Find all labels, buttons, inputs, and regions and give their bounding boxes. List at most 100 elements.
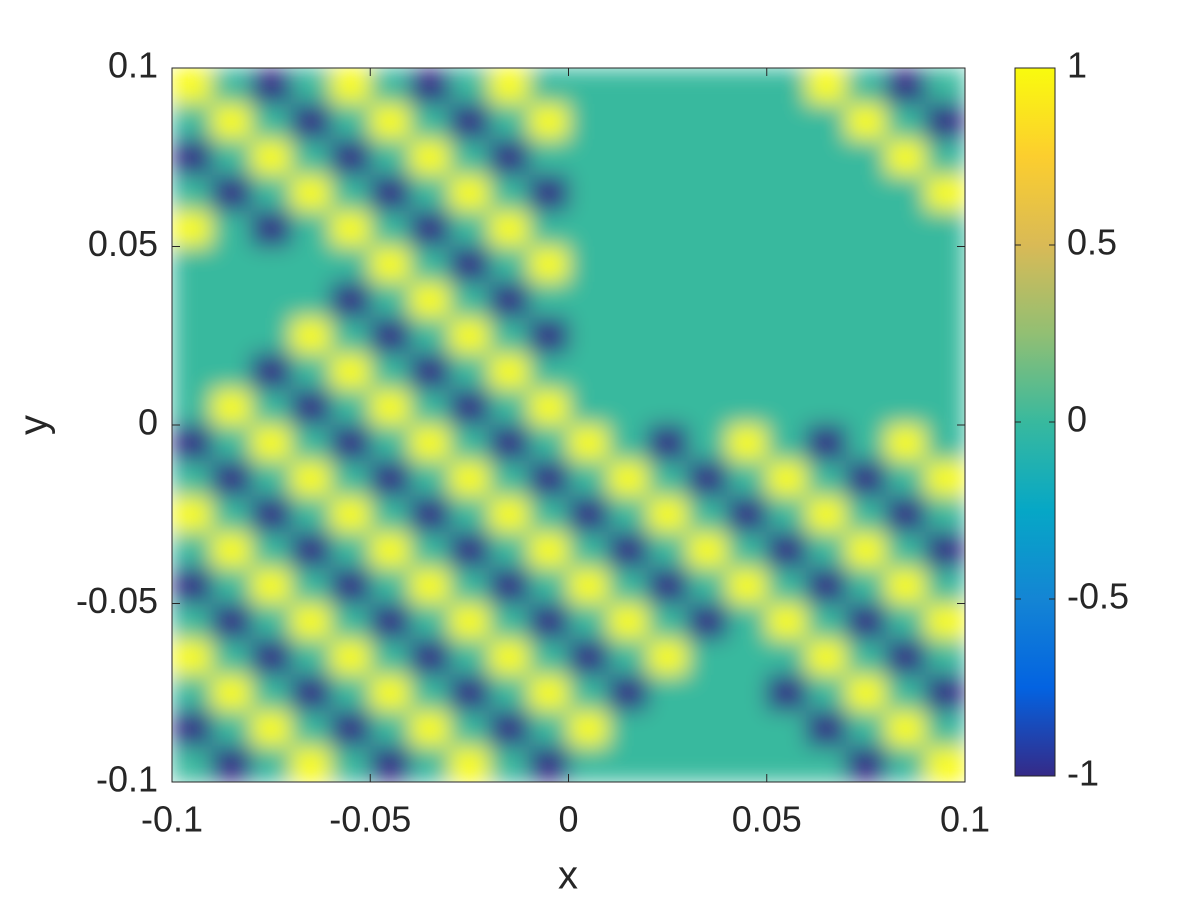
heatmap-cell: [251, 103, 292, 140]
heatmap-cell: [330, 317, 371, 355]
heatmap-cell: [449, 460, 490, 497]
heatmap-cell: [370, 567, 411, 605]
heatmap-cell: [290, 282, 332, 319]
heatmap-cell: [528, 139, 570, 176]
heatmap-cell: [846, 389, 887, 426]
heatmap-cell: [846, 603, 887, 640]
y-tick-label: -0.05: [76, 580, 158, 621]
heatmap-cell: [172, 710, 213, 747]
heatmap-cell: [330, 496, 371, 533]
heatmap-cell: [370, 746, 411, 782]
heatmap-cell: [846, 68, 887, 105]
heatmap-cell: [251, 746, 292, 782]
heatmap-cell: [251, 639, 292, 676]
heatmap-cell: [727, 389, 768, 426]
heatmap-cell: [449, 496, 490, 533]
heatmap-cell: [608, 317, 649, 355]
heatmap-cell: [211, 532, 252, 569]
heatmap-cell: [806, 68, 847, 105]
heatmap-cell: [211, 317, 252, 355]
heatmap-cell: [846, 746, 887, 782]
heatmap-cell: [172, 532, 213, 569]
heatmap-cell: [330, 389, 371, 426]
heatmap-cell: [846, 460, 887, 497]
heatmap-cell: [766, 460, 807, 497]
heatmap-cell: [766, 639, 807, 676]
heatmap-cell: [647, 353, 689, 390]
heatmap-cell: [409, 746, 451, 782]
heatmap-cell: [330, 710, 371, 747]
heatmap-cell: [489, 175, 530, 212]
heatmap-cell: [647, 532, 689, 569]
heatmap-cell: [568, 317, 609, 355]
heatmap-cell: [846, 496, 887, 533]
y-tick-label: 0.1: [108, 45, 158, 86]
heatmap-cell: [172, 746, 213, 782]
heatmap-cell: [449, 710, 490, 747]
heatmap-cell: [211, 567, 252, 605]
heatmap-cell: [608, 68, 649, 105]
heatmap-cell: [806, 674, 847, 712]
heatmap-cell: [528, 353, 570, 390]
heatmap-cell: [608, 710, 649, 747]
heatmap-cell: [687, 282, 728, 319]
heatmap-cell: [370, 282, 411, 319]
heatmap-cell: [727, 282, 768, 319]
heatmap-cell: [290, 353, 332, 390]
heatmap-cell: [727, 746, 768, 782]
heatmap-cell: [727, 103, 768, 140]
x-axis-label: x: [558, 854, 578, 898]
plot-area: [172, 68, 965, 782]
heatmap-cell: [727, 68, 768, 105]
heatmap-cell: [925, 567, 965, 605]
heatmap-cell: [489, 389, 530, 426]
heatmap-cell: [568, 246, 609, 283]
heatmap-cell: [409, 175, 451, 212]
heatmap-cell: [290, 68, 332, 105]
heatmap-cell: [409, 425, 451, 462]
heatmap-cell: [727, 567, 768, 605]
heatmap-cell: [251, 496, 292, 533]
heatmap-cell: [766, 68, 807, 105]
heatmap-cell: [766, 175, 807, 212]
heatmap-cell: [290, 317, 332, 355]
heatmap-cell: [885, 103, 926, 140]
heatmap-cell: [489, 746, 530, 782]
heatmap-cell: [885, 496, 926, 533]
heatmap-cell: [528, 567, 570, 605]
heatmap-cell: [687, 175, 728, 212]
heatmap-cell: [489, 246, 530, 283]
heatmap-cell: [608, 746, 649, 782]
heatmap-cell: [846, 674, 887, 712]
heatmap-cell: [330, 175, 371, 212]
heatmap-cell: [885, 425, 926, 462]
heatmap-cell: [727, 603, 768, 640]
heatmap-cell: [885, 353, 926, 390]
heatmap-cell: [806, 425, 847, 462]
heatmap-cell: [925, 425, 965, 462]
heatmap-cell: [925, 103, 965, 140]
heatmap-cell: [806, 210, 847, 248]
heatmap-cell: [251, 532, 292, 569]
heatmap-cell: [925, 282, 965, 319]
heatmap-cell: [528, 746, 570, 782]
heatmap-cell: [885, 603, 926, 640]
heatmap-cell: [647, 603, 689, 640]
heatmap-cell: [172, 103, 213, 140]
heatmap-cell: [687, 639, 728, 676]
heatmap-cell: [330, 425, 371, 462]
heatmap-cell: [330, 282, 371, 319]
heatmap-cell: [766, 139, 807, 176]
heatmap-cell: [727, 139, 768, 176]
heatmap-cell: [449, 603, 490, 640]
heatmap-cell: [885, 139, 926, 176]
heatmap-cell: [806, 353, 847, 390]
heatmap-cell: [409, 68, 451, 105]
heatmap-cell: [687, 746, 728, 782]
x-tick-label: -0.1: [141, 799, 203, 840]
heatmap-cell: [449, 746, 490, 782]
heatmap-cell: [647, 674, 689, 712]
heatmap-cell: [409, 282, 451, 319]
heatmap-cell: [251, 425, 292, 462]
heatmap-cell: [409, 603, 451, 640]
